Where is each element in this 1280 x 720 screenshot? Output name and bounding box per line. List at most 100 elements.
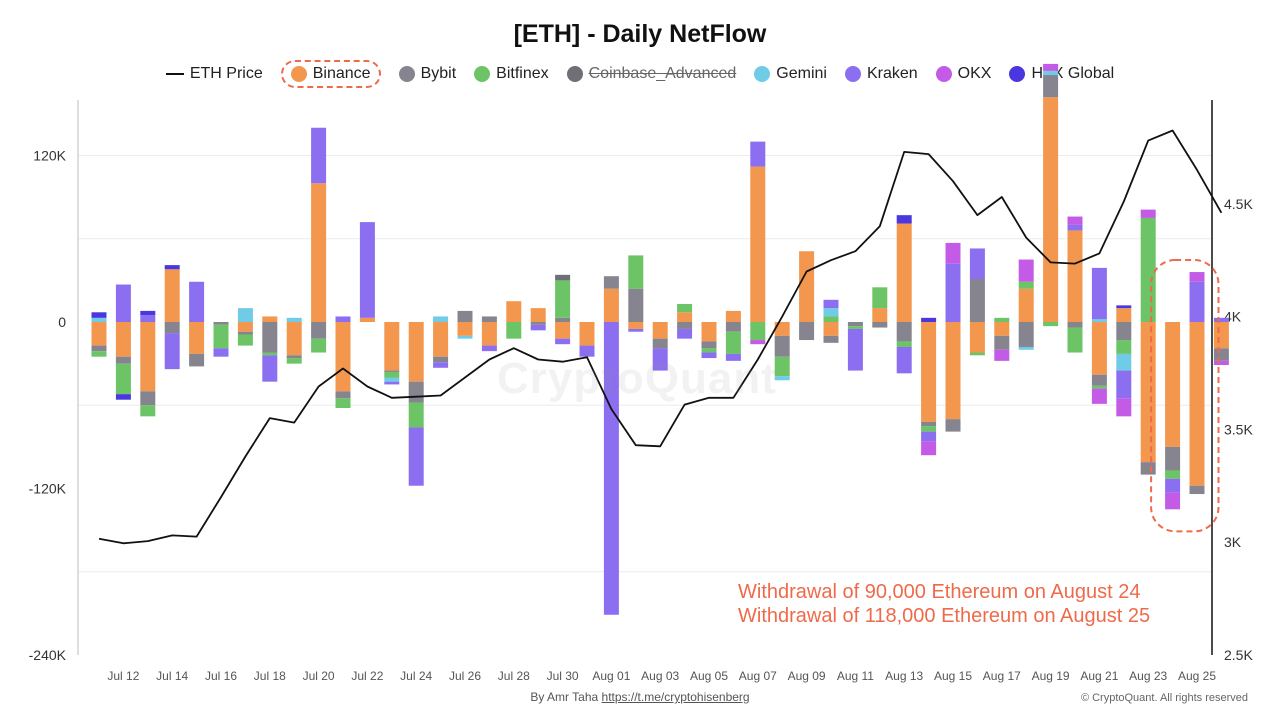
x-tick-label: Aug 09 [788, 669, 826, 683]
bar-bitfinex [701, 348, 717, 353]
bar-binance [1043, 97, 1059, 322]
x-tick-label: Aug 25 [1178, 669, 1216, 683]
bar-binance [652, 322, 668, 339]
bar-kraken [1067, 224, 1083, 231]
bar-bitfinex [237, 334, 253, 346]
legend-item-coinbase-advanced[interactable]: Coinbase_Advanced [566, 65, 736, 83]
x-tick-label: Jul 18 [254, 669, 286, 683]
bar-gemini [1018, 346, 1034, 350]
bar-binance [262, 316, 278, 322]
bar-kraken [433, 362, 449, 368]
bar-kraken [530, 324, 546, 331]
legend-swatch [935, 66, 952, 82]
bar-bybit [457, 310, 473, 322]
bar-binance [311, 183, 327, 322]
bar-binance [1018, 288, 1034, 322]
bar-bitfinex [1091, 385, 1107, 389]
bar-binance [457, 322, 473, 336]
bar-bybit [530, 322, 546, 325]
bar-okx [1091, 388, 1107, 404]
bar-kraken [603, 322, 619, 615]
bar-gemini [823, 308, 839, 317]
bar-okx [1116, 398, 1132, 417]
legend-swatch [398, 66, 415, 82]
bar-kraken [969, 248, 985, 279]
bar-binance [579, 322, 595, 346]
bar-bitfinex [140, 405, 156, 417]
y-right-tick-label: 3.5K [1224, 421, 1253, 437]
bar-bitfinex [1140, 217, 1156, 322]
bar-okx [1140, 209, 1156, 218]
annotation-line-2: Withdrawal of 118,000 Ethereum on August… [738, 605, 1151, 627]
bar-bybit [115, 356, 131, 364]
bar-binance [799, 251, 815, 322]
legend-swatch [290, 66, 307, 82]
credit-link[interactable]: https://t.me/cryptohisenberg [601, 690, 750, 704]
bar-binance [433, 322, 449, 357]
bar-bybit [896, 322, 912, 342]
bar-bybit [189, 353, 205, 367]
bar-bitfinex [286, 358, 302, 364]
bar-kraken [579, 345, 595, 357]
bar-kraken [115, 284, 131, 322]
bar-bitfinex [994, 317, 1010, 322]
x-tick-label: Jul 14 [156, 669, 188, 683]
bar-gemini [774, 376, 790, 381]
bar-binance [945, 322, 961, 420]
highlight-layer [1150, 259, 1220, 533]
bar-bitfinex [1165, 470, 1181, 479]
bar-htx-global [140, 310, 156, 316]
bar-kraken [189, 281, 205, 322]
bar-binance [335, 322, 351, 392]
bar-binance [237, 322, 253, 332]
bar-kraken [408, 427, 424, 486]
bar-bybit [945, 419, 961, 432]
x-tick-label: Aug 19 [1032, 669, 1070, 683]
credit-author: By Amr Taha [530, 690, 599, 704]
x-tick-label: Aug 13 [885, 669, 923, 683]
bar-series [91, 63, 1229, 615]
x-tick-label: Aug 07 [739, 669, 777, 683]
bar-bybit [1091, 374, 1107, 386]
bar-bybit [872, 322, 888, 328]
bar-kraken [847, 328, 863, 371]
bar-kraken [384, 381, 400, 385]
legend-item-okx[interactable]: OKX [935, 65, 992, 83]
legend-item-kraken[interactable]: Kraken [844, 65, 918, 83]
legend-item-bybit[interactable]: Bybit [398, 65, 457, 83]
legend-swatch [1009, 66, 1026, 82]
bar-bybit [384, 370, 400, 372]
bar-binance [921, 322, 937, 422]
bar-bybit [701, 341, 717, 349]
bar-binance [750, 166, 766, 322]
legend-label: Bybit [420, 65, 457, 82]
x-tick-label: Jul 26 [449, 669, 481, 683]
legend-item-gemini[interactable]: Gemini [754, 65, 827, 83]
bar-binance [774, 322, 790, 336]
withdrawal-annotation: Withdrawal of 90,000 Ethereum on August … [738, 580, 1150, 628]
legend-label: Bitfinex [496, 65, 549, 82]
bar-binance [896, 223, 912, 322]
legend-item-bitfinex[interactable]: Bitfinex [474, 65, 549, 83]
x-tick-label: Aug 03 [641, 669, 679, 683]
bar-okx [1189, 272, 1205, 282]
price-line-layer [98, 129, 1223, 545]
bar-bybit [335, 391, 351, 399]
x-tick-label: Aug 17 [983, 669, 1021, 683]
bar-bybit [677, 322, 693, 329]
bar-kraken [823, 299, 839, 309]
x-tick-label: Jul 22 [351, 669, 383, 683]
bar-bitfinex [969, 352, 985, 356]
bar-bitfinex [677, 303, 693, 313]
legend-item-binance[interactable]: Binance [280, 60, 381, 88]
bar-bitfinex [311, 338, 327, 353]
legend-item-eth-price[interactable]: ETH Price [165, 65, 263, 83]
x-tick-label: Jul 12 [107, 669, 139, 683]
bar-htx-global [896, 215, 912, 224]
bar-kraken [555, 338, 571, 345]
bar-bybit [286, 355, 302, 359]
legend-label: OKX [957, 65, 992, 82]
bar-binance [823, 322, 839, 336]
bar-bitfinex [555, 280, 571, 318]
